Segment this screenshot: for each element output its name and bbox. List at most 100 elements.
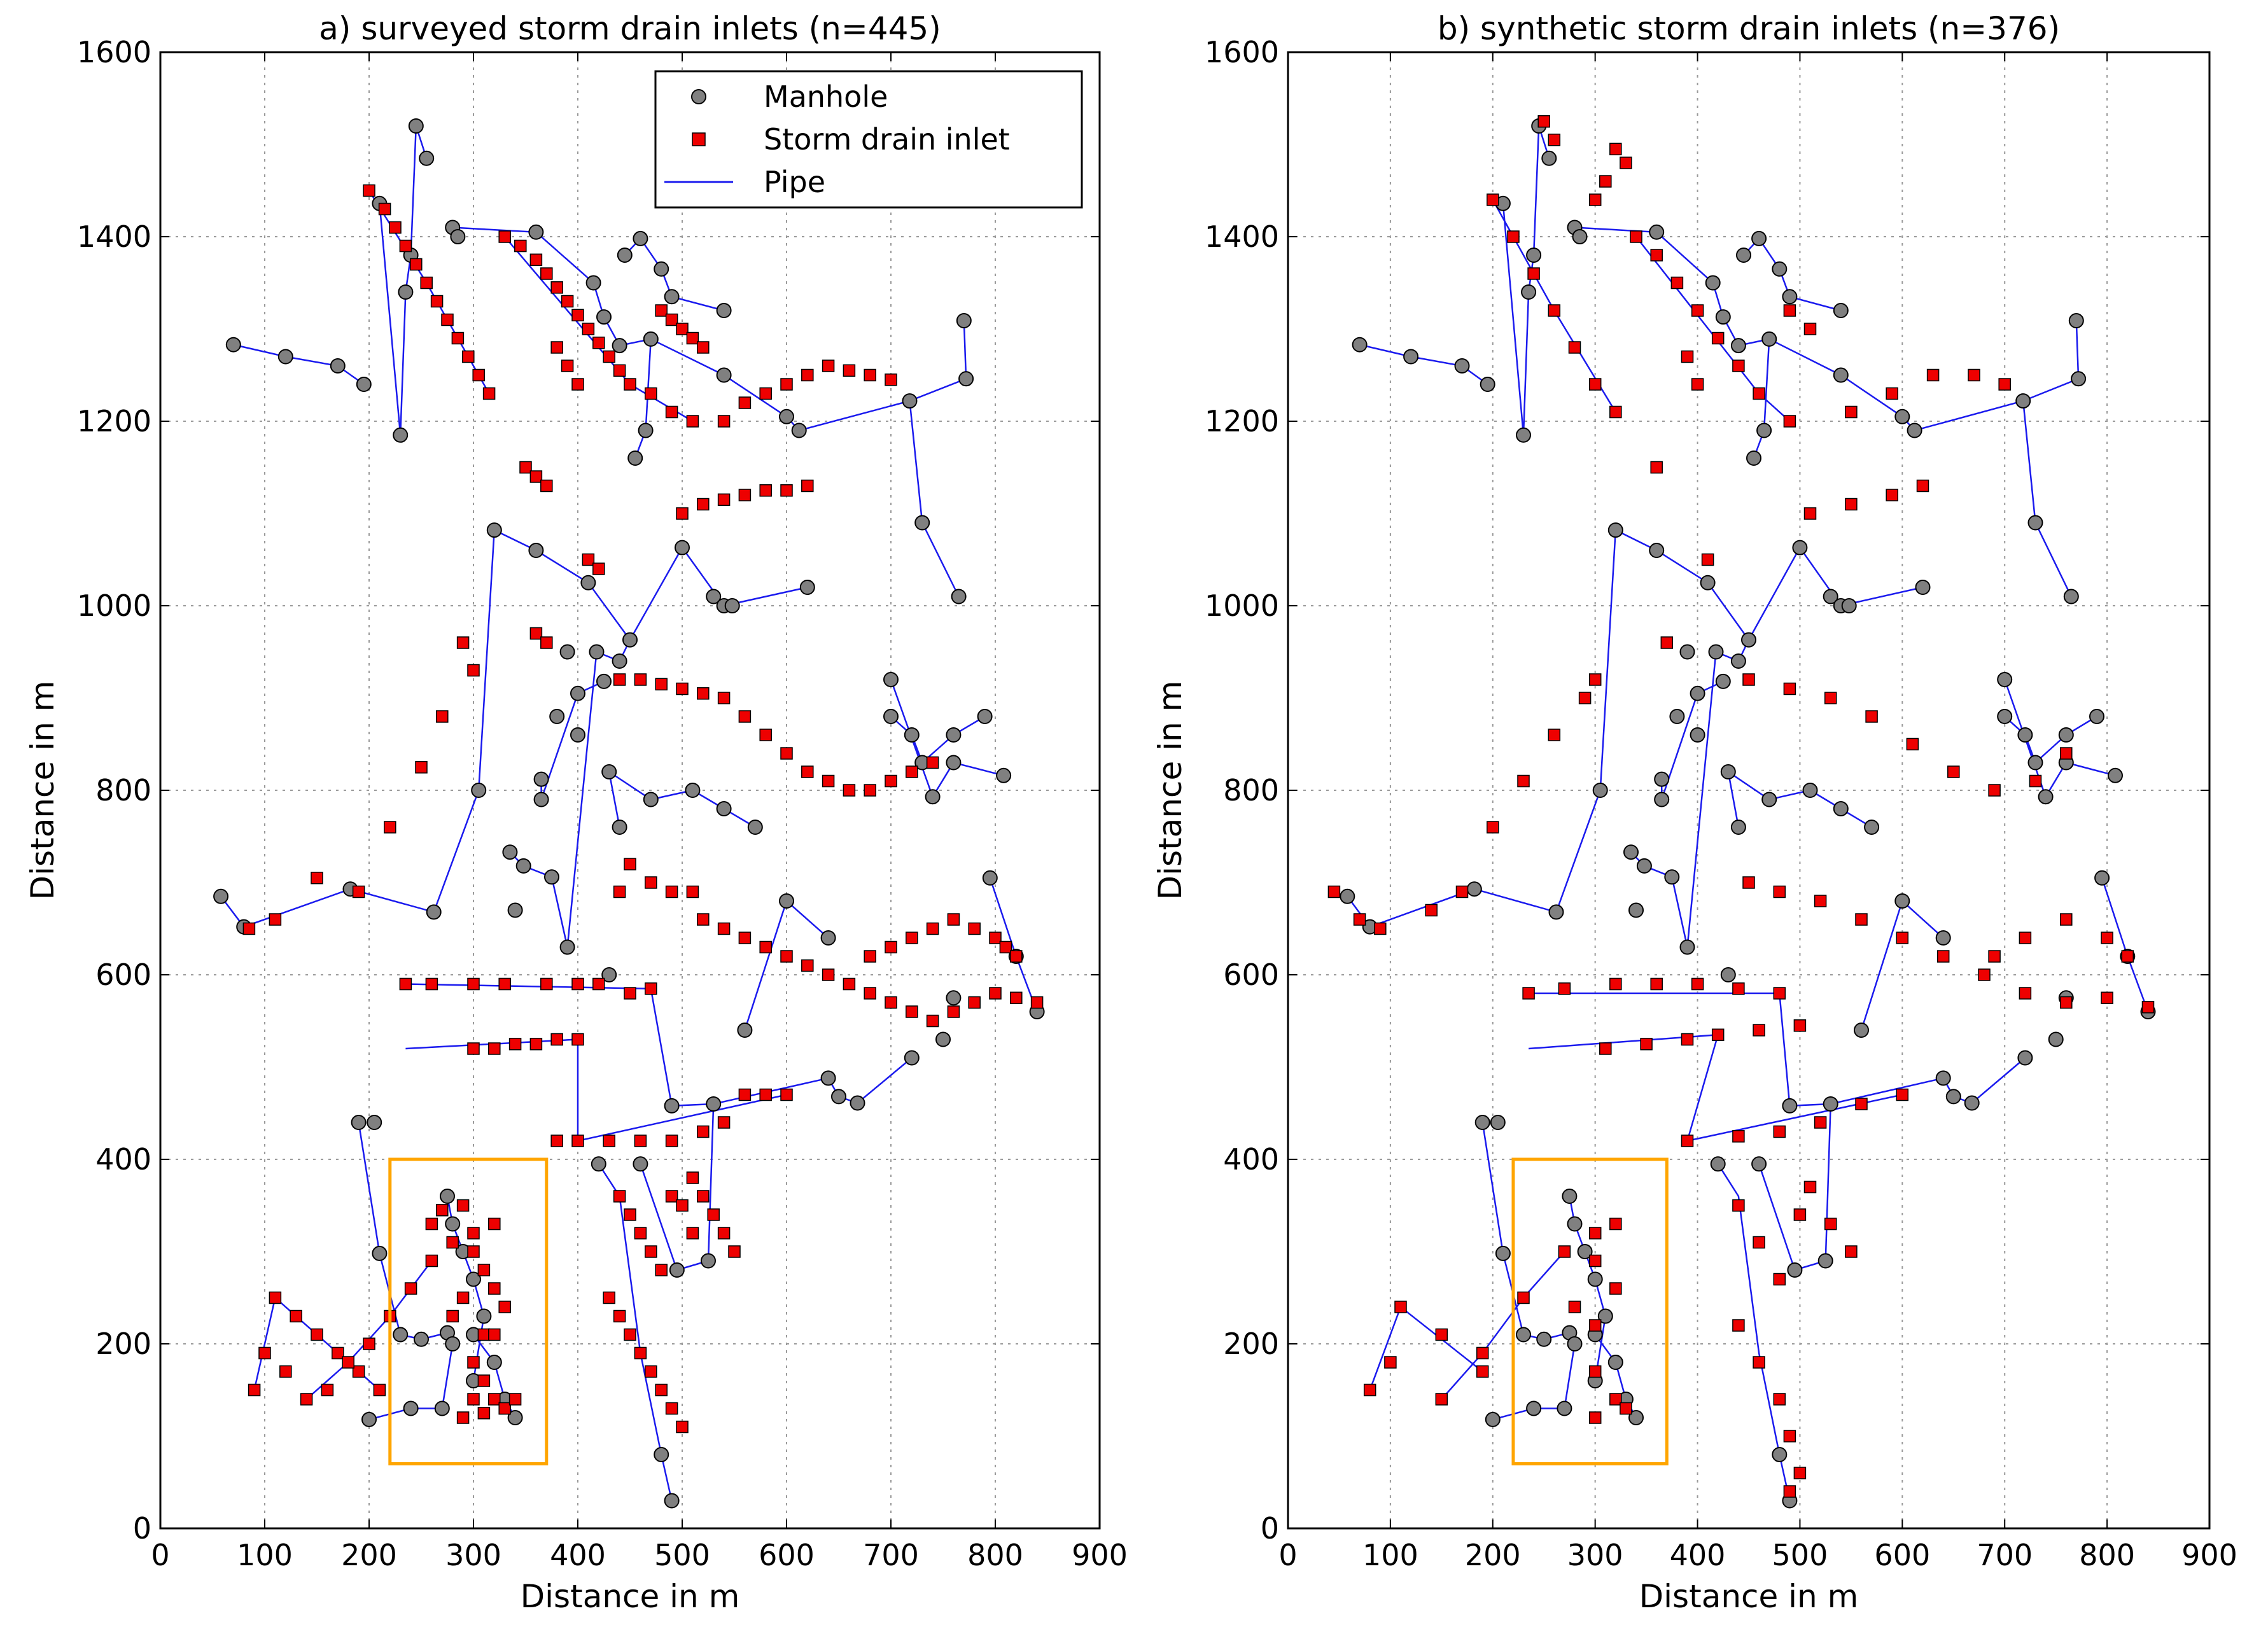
pipe-segment xyxy=(1717,1163,1791,1501)
inlet-point xyxy=(352,1365,365,1378)
pipe-segment xyxy=(358,1122,448,1341)
manhole-point xyxy=(2094,870,2110,886)
panel-b: 0 100 200 300 400 500 600 700 800 900 0 200 400 600 8… xyxy=(1152,10,2237,1615)
inlet-point xyxy=(665,885,678,898)
inlet-point xyxy=(529,470,543,483)
manhole-point xyxy=(570,685,585,701)
manhole-point xyxy=(1710,1156,1726,1172)
inlet-point xyxy=(508,1038,522,1051)
inlet-point xyxy=(1609,977,1622,991)
legend-box xyxy=(654,70,1083,209)
manhole-point xyxy=(737,1023,753,1038)
inlet-point xyxy=(989,932,1002,944)
inlet-point xyxy=(686,885,699,898)
inlet-point xyxy=(425,1254,438,1267)
inlet-point xyxy=(571,309,584,322)
manhole-point xyxy=(1649,224,1665,240)
inlet-point xyxy=(1773,1273,1786,1286)
inlet-point xyxy=(1855,913,1868,926)
inlet-point xyxy=(384,821,396,834)
inlet-point xyxy=(1588,1254,1602,1267)
inlet-point xyxy=(1609,405,1622,419)
manhole-point xyxy=(570,727,585,743)
inlet-point xyxy=(1558,982,1571,995)
inlet-point xyxy=(665,1402,678,1415)
inlet-point xyxy=(1487,821,1499,834)
inlet-point xyxy=(1476,1365,1489,1378)
manhole-point xyxy=(1340,888,1355,904)
inlet-point xyxy=(1548,304,1561,317)
inlet-point xyxy=(1753,1024,1765,1037)
inlet-point xyxy=(759,940,772,954)
inlet-point xyxy=(1558,1245,1571,1258)
manhole-point xyxy=(904,727,920,743)
inlet-point xyxy=(885,774,897,788)
inlet-point xyxy=(1548,729,1561,741)
manhole-point xyxy=(956,313,972,328)
inlet-point xyxy=(363,184,375,197)
grid-lines xyxy=(1287,52,2210,1529)
manhole-point xyxy=(1761,331,1777,347)
manhole-point xyxy=(596,673,612,689)
inlet-point xyxy=(430,295,444,308)
manhole-point xyxy=(1526,1400,1542,1416)
inlet-point xyxy=(248,1383,261,1397)
pipe-segment xyxy=(608,770,756,828)
pipe-segment xyxy=(1860,899,1944,1031)
inlet-point xyxy=(1742,673,1755,686)
manhole-point xyxy=(351,1115,367,1130)
manhole-point xyxy=(403,1400,419,1416)
inlet-point xyxy=(1010,950,1023,963)
inlet-point xyxy=(456,636,470,649)
manhole-point xyxy=(1894,408,1910,424)
inlet-point xyxy=(624,1328,636,1341)
manhole-point xyxy=(356,377,372,392)
inlet-point xyxy=(571,378,584,391)
manhole-point xyxy=(850,1095,865,1111)
x-tick-label: 600 xyxy=(1874,1538,1930,1572)
manhole-point xyxy=(685,783,701,798)
manhole-point xyxy=(1964,1095,1980,1111)
manhole-point xyxy=(664,1493,680,1509)
inlet-point xyxy=(864,950,876,963)
manhole-point xyxy=(533,792,549,807)
highlight-box xyxy=(388,1157,549,1465)
inlet-point xyxy=(603,1135,615,1147)
inlet-point xyxy=(446,1309,459,1323)
inlet-point xyxy=(540,977,553,991)
pipe-segment xyxy=(1630,546,1923,947)
inlet-point xyxy=(477,1407,491,1420)
inlet-point xyxy=(269,1291,282,1304)
manhole-point xyxy=(1597,1308,1613,1324)
manhole-point xyxy=(1833,303,1849,318)
inlet-point xyxy=(676,682,689,695)
inlet-point xyxy=(477,1264,491,1276)
manhole-point xyxy=(1782,1098,1798,1114)
inlet-point xyxy=(624,858,636,870)
y-tick-label: 0 xyxy=(133,1511,151,1546)
pipe-segment xyxy=(640,1103,715,1271)
manhole-point xyxy=(2038,789,2054,805)
y-tick-label: 200 xyxy=(1223,1327,1279,1361)
inlet-point xyxy=(571,1033,584,1046)
inlet-point xyxy=(561,360,574,372)
pipe-segment xyxy=(1529,1033,1903,1142)
inlet-point xyxy=(665,405,678,419)
manhole-point xyxy=(706,1096,722,1112)
manhole-point xyxy=(977,709,993,724)
y-tick-label: 1000 xyxy=(1205,589,1279,623)
pipe-segment xyxy=(890,715,986,764)
inlet-point xyxy=(582,553,595,566)
inlet-point xyxy=(1896,1088,1909,1101)
inlet-point xyxy=(1527,267,1540,280)
inlet-point xyxy=(1425,904,1438,917)
inlet-point xyxy=(1803,323,1817,335)
inlet-point xyxy=(1845,498,1858,511)
inlet-point xyxy=(467,977,480,991)
manhole-point xyxy=(1454,358,1470,374)
manhole-point xyxy=(393,1327,409,1343)
inlet-point xyxy=(1630,230,1642,243)
inlet-point xyxy=(780,950,793,963)
manhole-point xyxy=(1787,1262,1803,1278)
inlet-point xyxy=(686,332,699,345)
